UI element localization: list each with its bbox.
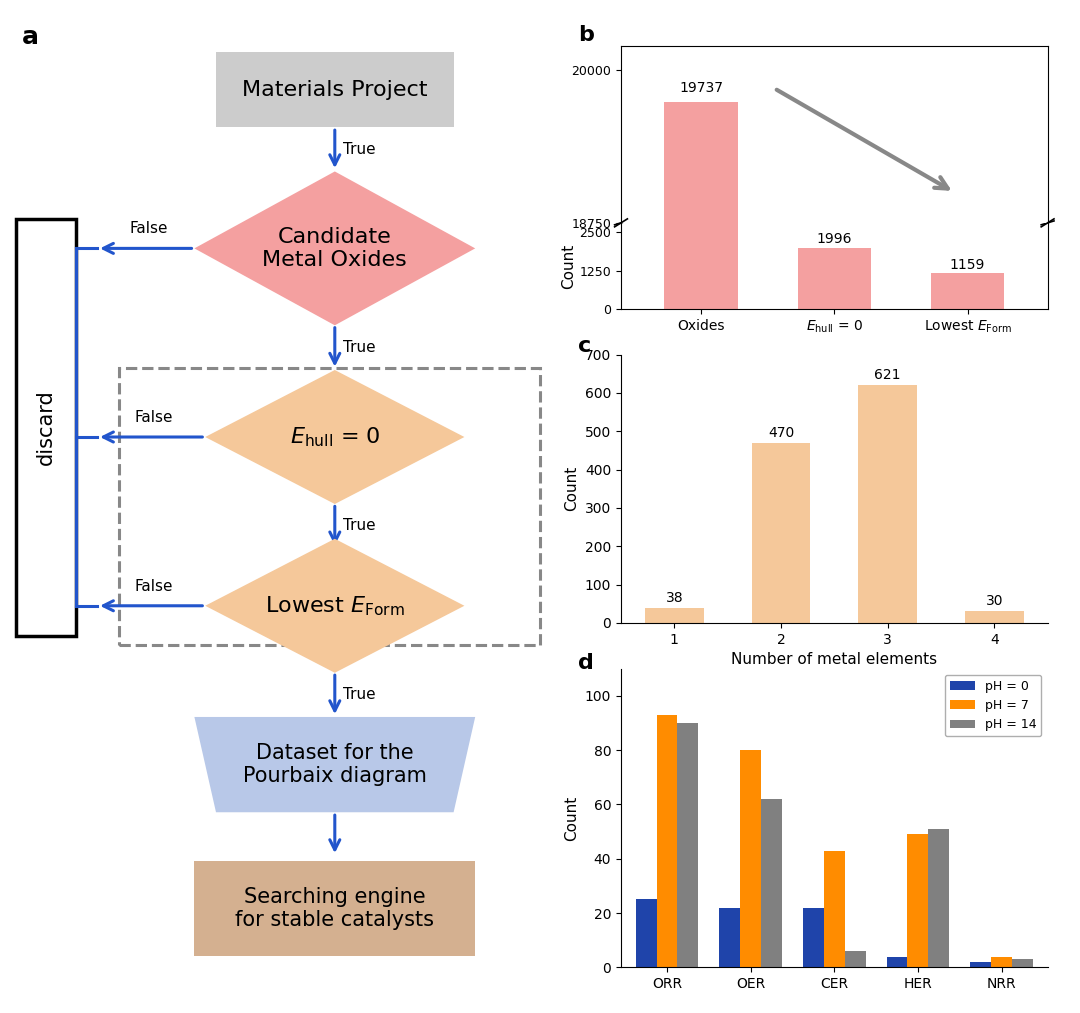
Text: Lowest $E_{\mathrm{Form}}$: Lowest $E_{\mathrm{Form}}$: [265, 594, 405, 618]
Bar: [1012, 959, 1032, 967]
Text: 621: 621: [875, 368, 901, 382]
Polygon shape: [194, 717, 475, 812]
Y-axis label: Count: Count: [565, 466, 579, 512]
Bar: [664, 223, 738, 309]
Text: 470: 470: [768, 425, 794, 440]
Text: Searching engine
for stable catalysts: Searching engine for stable catalysts: [235, 887, 434, 930]
Text: 30: 30: [986, 595, 1003, 609]
Polygon shape: [205, 539, 464, 673]
Bar: [719, 908, 740, 967]
Text: True: True: [343, 339, 376, 355]
FancyBboxPatch shape: [194, 861, 475, 955]
Text: 19737: 19737: [679, 81, 723, 95]
Bar: [798, 247, 870, 309]
Bar: [929, 829, 949, 967]
Text: discard: discard: [36, 389, 56, 465]
Text: False: False: [130, 222, 167, 236]
Text: b: b: [578, 25, 594, 46]
Text: 1159: 1159: [950, 258, 985, 272]
Bar: [802, 908, 824, 967]
Text: Materials Project: Materials Project: [242, 80, 428, 99]
Text: False: False: [135, 578, 173, 594]
Text: 38: 38: [665, 592, 684, 606]
Text: True: True: [343, 519, 376, 534]
Text: Candidate
Metal Oxides: Candidate Metal Oxides: [262, 227, 407, 270]
Bar: [740, 750, 761, 967]
Bar: [677, 723, 699, 967]
FancyBboxPatch shape: [216, 53, 454, 127]
Bar: [887, 956, 907, 967]
Bar: [859, 385, 917, 623]
Text: d: d: [578, 653, 594, 674]
Text: $E_{\mathrm{hull}}$ = 0: $E_{\mathrm{hull}}$ = 0: [289, 425, 380, 449]
Bar: [907, 835, 929, 967]
Y-axis label: Count: Count: [562, 243, 577, 289]
Bar: [964, 612, 1024, 623]
Bar: [991, 956, 1012, 967]
Bar: [645, 609, 704, 623]
Text: True: True: [343, 142, 376, 157]
Bar: [845, 951, 866, 967]
Text: True: True: [343, 687, 376, 702]
Bar: [761, 799, 782, 967]
Bar: [970, 962, 991, 967]
Bar: [752, 443, 810, 623]
Polygon shape: [194, 171, 475, 325]
Bar: [931, 274, 1004, 309]
Text: False: False: [135, 410, 173, 425]
Bar: [664, 102, 738, 1013]
Bar: [657, 715, 677, 967]
Polygon shape: [205, 370, 464, 504]
Legend: pH = 0, pH = 7, pH = 14: pH = 0, pH = 7, pH = 14: [945, 675, 1041, 736]
FancyBboxPatch shape: [16, 219, 76, 635]
X-axis label: Number of metal elements: Number of metal elements: [731, 652, 937, 668]
Text: c: c: [578, 336, 591, 357]
Y-axis label: Count: Count: [565, 795, 579, 841]
Text: 1996: 1996: [816, 232, 852, 246]
Text: Dataset for the
Pourbaix diagram: Dataset for the Pourbaix diagram: [243, 743, 427, 786]
Bar: [824, 851, 845, 967]
Text: a: a: [22, 25, 39, 49]
Bar: [636, 900, 657, 967]
